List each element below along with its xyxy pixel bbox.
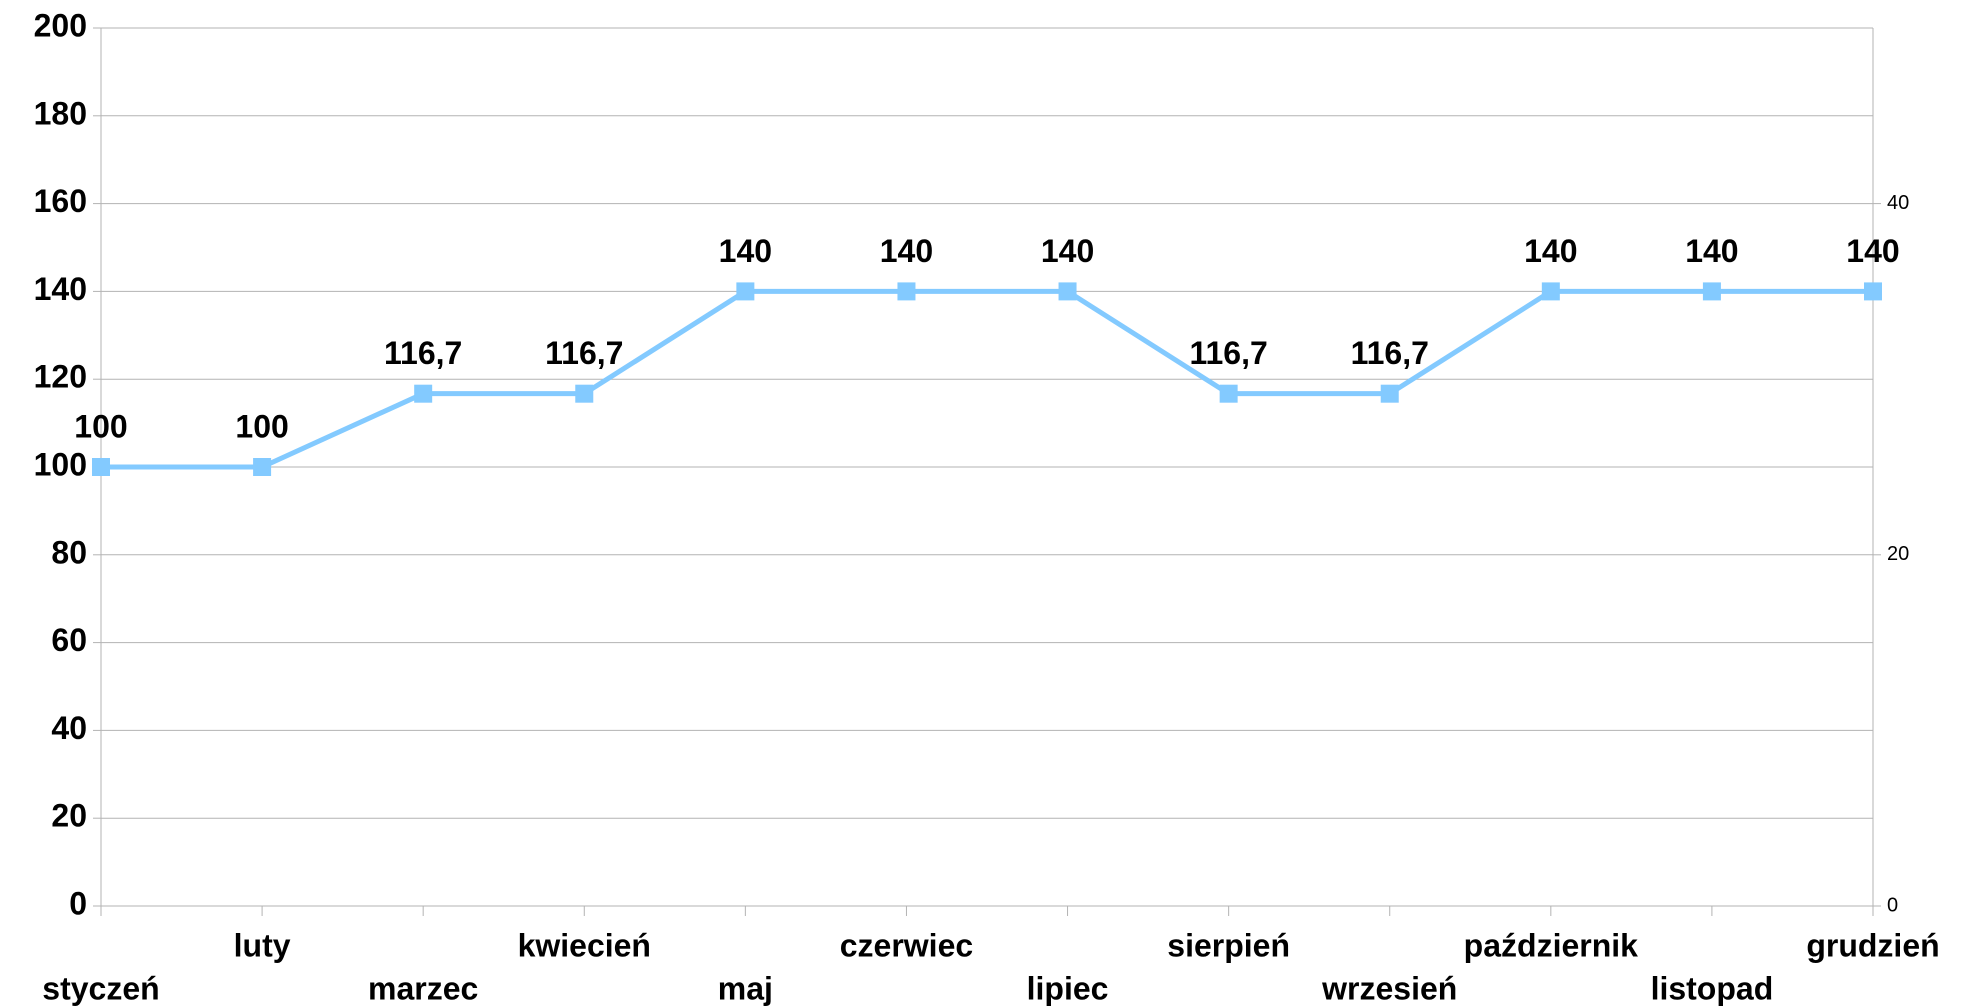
x-tick-label: listopad <box>1651 970 1774 1006</box>
data-label: 140 <box>880 233 933 269</box>
y2-tick-label: 20 <box>1887 543 1909 565</box>
y-tick-label: 120 <box>34 359 87 395</box>
marker <box>1702 282 1721 301</box>
data-label: 100 <box>74 408 127 444</box>
x-tick-label: marzec <box>368 970 478 1006</box>
y-tick-label: 20 <box>51 798 87 834</box>
y-tick-label: 80 <box>51 534 87 570</box>
data-label: 116,7 <box>1189 335 1267 371</box>
x-tick-label: luty <box>234 927 291 963</box>
marker <box>1380 384 1399 403</box>
x-tick-label: lipiec <box>1027 970 1109 1006</box>
marker <box>1864 282 1882 301</box>
data-label: 116,7 <box>1351 335 1429 371</box>
marker <box>736 282 755 301</box>
x-tick-label: maj <box>718 970 773 1006</box>
x-tick-label: październik <box>1464 927 1638 963</box>
data-label: 116,7 <box>384 335 462 371</box>
marker <box>897 282 916 301</box>
data-label: 140 <box>1846 233 1899 269</box>
y-tick-label: 160 <box>34 183 87 219</box>
data-label: 116,7 <box>545 335 623 371</box>
data-label: 100 <box>235 408 288 444</box>
x-tick-label: wrzesień <box>1321 970 1457 1006</box>
y-tick-label: 0 <box>69 885 87 921</box>
data-label: 140 <box>719 233 772 269</box>
marker <box>414 384 433 403</box>
marker <box>253 458 272 476</box>
y-tick-label: 200 <box>34 7 87 43</box>
marker <box>575 384 594 403</box>
y-tick-label: 100 <box>34 446 87 482</box>
y2-tick-label: 40 <box>1887 192 1909 214</box>
x-tick-label: sierpień <box>1167 927 1290 963</box>
marker <box>1058 282 1077 301</box>
x-tick-label: styczeń <box>42 970 159 1006</box>
marker <box>92 458 110 476</box>
data-label: 140 <box>1524 233 1577 269</box>
x-tick-label: grudzień <box>1806 927 1939 963</box>
data-label: 140 <box>1041 233 1094 269</box>
x-tick-label: czerwiec <box>840 927 973 963</box>
y-tick-label: 60 <box>51 622 87 658</box>
y-tick-label: 140 <box>34 271 87 307</box>
data-label: 140 <box>1685 233 1738 269</box>
marker <box>1219 384 1238 403</box>
marker <box>1541 282 1560 301</box>
x-tick-label: kwiecień <box>518 927 651 963</box>
y-tick-label: 180 <box>34 95 87 131</box>
y-tick-label: 40 <box>51 710 87 746</box>
series-line <box>101 288 1873 470</box>
y2-tick-label: 0 <box>1887 894 1898 916</box>
